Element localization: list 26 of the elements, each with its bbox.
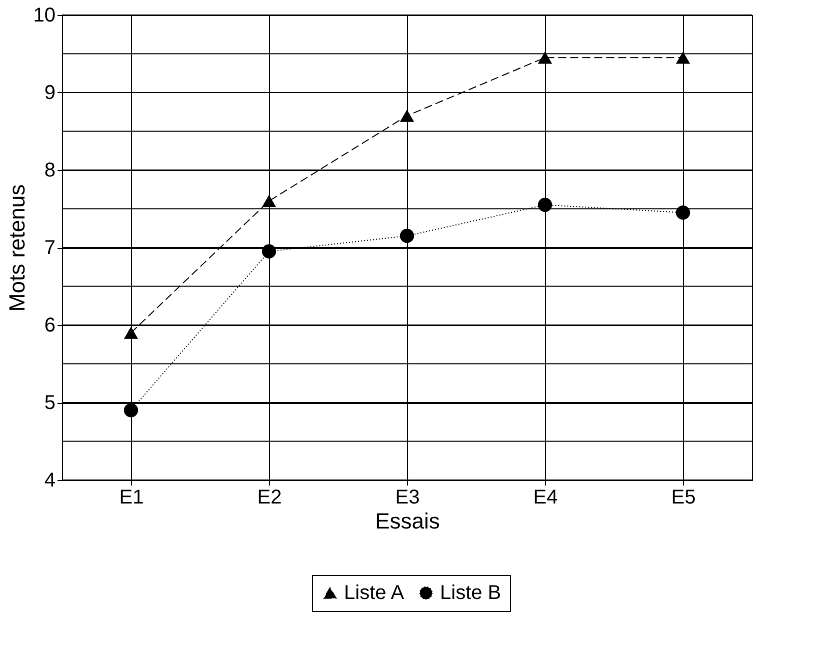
x-axis-title: Essais bbox=[375, 508, 440, 534]
point bbox=[262, 194, 276, 208]
point bbox=[124, 326, 138, 339]
y-tick-label: 6 bbox=[44, 314, 56, 336]
legend-label: Liste B bbox=[440, 582, 502, 604]
y-tick-label: 9 bbox=[44, 82, 56, 104]
x-tick-label: E2 bbox=[257, 486, 282, 508]
point bbox=[538, 52, 552, 64]
x-tick-label: E5 bbox=[671, 486, 696, 508]
point bbox=[400, 228, 414, 243]
y-axis-title: Mots retenus bbox=[4, 184, 30, 312]
y-tick-label: 7 bbox=[44, 237, 56, 259]
point bbox=[124, 403, 138, 418]
y-tick-label: 4 bbox=[44, 470, 56, 492]
point bbox=[262, 244, 276, 258]
legend-label: Liste A bbox=[344, 582, 405, 604]
point bbox=[400, 110, 414, 122]
point bbox=[676, 206, 690, 220]
x-tick-label: E3 bbox=[395, 486, 420, 508]
x-tick-label: E1 bbox=[119, 486, 144, 508]
point bbox=[538, 198, 552, 212]
y-tick-label: 8 bbox=[44, 160, 56, 182]
y-tick-label: 10 bbox=[33, 4, 56, 26]
x-tick-label: E4 bbox=[533, 486, 558, 508]
point bbox=[676, 52, 690, 64]
y-tick-label: 5 bbox=[44, 392, 56, 414]
